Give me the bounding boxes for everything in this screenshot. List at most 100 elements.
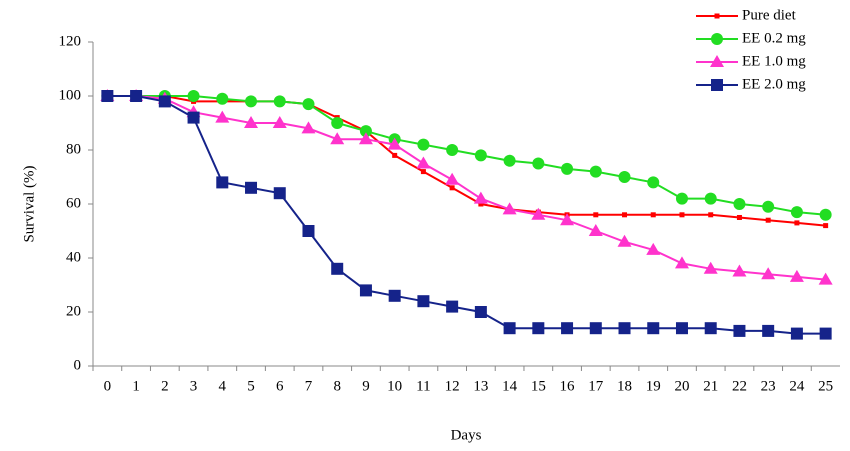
point [420, 169, 426, 175]
point [532, 157, 545, 170]
legend-label: EE 2.0 mg [742, 76, 806, 92]
point [445, 172, 460, 185]
point [446, 300, 459, 313]
point [819, 327, 832, 340]
point [790, 327, 803, 340]
point [647, 322, 660, 335]
point [474, 149, 487, 162]
point [388, 289, 401, 302]
x-tick-label: 22 [732, 378, 747, 394]
x-tick-label: 8 [333, 378, 341, 394]
point [302, 225, 315, 237]
x-tick-label: 16 [560, 378, 576, 394]
point [765, 217, 771, 223]
x-tick-label: 1 [132, 378, 140, 394]
x-tick-label: 20 [674, 378, 689, 394]
x-tick-label: 21 [703, 378, 718, 394]
point [359, 125, 372, 138]
point [588, 224, 603, 236]
x-tick-label: 23 [761, 378, 776, 394]
x-tick-label: 4 [219, 378, 227, 394]
x-tick-label: 5 [247, 378, 255, 394]
x-tick-label: 17 [588, 378, 604, 394]
x-tick-label: 11 [416, 378, 430, 394]
x-tick-label: 6 [276, 378, 284, 394]
point [503, 154, 516, 167]
point [617, 234, 632, 247]
point [762, 200, 775, 213]
legend-label: Pure diet [742, 7, 797, 23]
legend-label: EE 0.2 mg [742, 30, 806, 46]
point [622, 212, 628, 218]
point [187, 90, 200, 102]
y-tick-label: 20 [66, 303, 81, 319]
point [618, 171, 631, 183]
y-tick-label: 0 [74, 357, 82, 373]
x-tick-label: 18 [617, 378, 632, 394]
point [358, 132, 373, 145]
x-tick-label: 19 [646, 378, 661, 394]
point [474, 306, 487, 318]
point [789, 269, 804, 282]
y-axis-label: Survival (%) [21, 165, 37, 242]
x-tick-label: 9 [362, 378, 370, 394]
point [330, 132, 345, 145]
point [387, 137, 402, 150]
x-tick-label: 12 [445, 378, 460, 394]
point [674, 256, 689, 269]
x-axis-label: Days [451, 427, 482, 443]
point [244, 116, 259, 128]
point [675, 192, 688, 205]
series-line [107, 95, 826, 281]
y-tick-label: 100 [59, 87, 82, 103]
point [216, 92, 229, 105]
point [272, 116, 287, 128]
legend-marker [711, 79, 723, 91]
point [273, 187, 286, 200]
point [819, 208, 832, 221]
point [273, 95, 286, 108]
x-tick-label: 7 [305, 378, 313, 394]
point [359, 284, 372, 297]
y-tick-label: 40 [66, 249, 81, 265]
point [733, 324, 746, 337]
point [762, 324, 775, 337]
point [589, 165, 602, 178]
x-tick-label: 10 [387, 378, 402, 394]
point [593, 212, 599, 218]
point [215, 110, 230, 123]
point [703, 261, 718, 274]
point [561, 322, 574, 335]
x-tick-label: 0 [104, 378, 112, 394]
point [130, 90, 143, 102]
point [446, 144, 459, 156]
x-tick-label: 15 [531, 378, 546, 394]
point [679, 212, 685, 218]
point [473, 191, 488, 204]
point [531, 207, 546, 220]
point [732, 264, 747, 277]
x-tick-label: 2 [161, 378, 169, 394]
point [794, 220, 800, 226]
point [733, 198, 746, 210]
point [704, 192, 717, 205]
point [302, 98, 315, 111]
point [650, 212, 656, 218]
point [417, 138, 430, 151]
point [503, 322, 516, 335]
point [245, 181, 258, 194]
point [101, 90, 114, 102]
point [736, 215, 742, 220]
legend-marker [714, 13, 720, 19]
point [416, 156, 431, 169]
y-tick-label: 60 [66, 195, 81, 211]
point [589, 322, 602, 335]
x-tick-label: 24 [789, 378, 805, 394]
point [331, 117, 344, 129]
point [478, 201, 484, 207]
legend-marker [711, 33, 723, 45]
point [532, 322, 545, 335]
point [449, 185, 455, 191]
point [646, 242, 661, 255]
point [560, 213, 575, 226]
